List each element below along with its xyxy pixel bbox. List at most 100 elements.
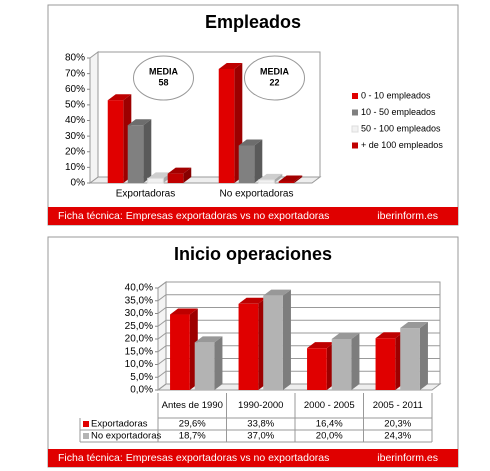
- bar: [400, 328, 420, 390]
- legend-swatch: [83, 433, 89, 439]
- bar-top: [238, 139, 263, 146]
- bar-side: [282, 289, 291, 390]
- legend-label: 10 - 50 empleados: [361, 107, 436, 117]
- bar: [170, 314, 190, 390]
- bar-top: [307, 342, 335, 349]
- legend-swatch: [83, 421, 89, 427]
- bar-side: [214, 336, 223, 390]
- data-label: 20,0%: [316, 431, 343, 442]
- data-label: 20,3%: [384, 419, 411, 430]
- annotation-bubble: [133, 55, 194, 101]
- bar: [375, 338, 396, 390]
- chart-title: Empleados: [205, 12, 301, 32]
- grid-line: [157, 319, 440, 327]
- footer-right: iberinform.es: [377, 452, 438, 464]
- y-tick-label: 30,0%: [125, 308, 153, 319]
- y-tick-label: 20,0%: [125, 334, 153, 345]
- annotation-value: 58: [158, 77, 168, 87]
- data-label: 24,3%: [384, 431, 411, 442]
- bar-top: [263, 289, 291, 296]
- y-tick-label: 25,0%: [125, 321, 153, 332]
- y-tick-label: 40%: [65, 115, 85, 126]
- bar: [107, 100, 124, 183]
- legend-label: 50 - 100 empleados: [361, 123, 441, 133]
- bar-top: [258, 173, 283, 180]
- chart-title: Inicio operaciones: [174, 244, 332, 264]
- bar-side: [183, 167, 192, 183]
- y-tick-label: 30%: [65, 131, 85, 142]
- bar-top: [167, 167, 192, 174]
- annotation-text: MEDIA: [149, 66, 179, 76]
- footer-bar: [48, 207, 458, 225]
- bar: [331, 339, 352, 390]
- bar: [147, 177, 164, 184]
- y-tick-label: 10,0%: [125, 359, 153, 370]
- data-label: 29,6%: [179, 419, 206, 430]
- y-tick-label: 5,0%: [130, 372, 153, 383]
- grid-line: [157, 307, 440, 314]
- bar-side: [254, 139, 263, 183]
- bar-top: [194, 336, 223, 343]
- legend-label: + de 100 empleados: [361, 140, 443, 150]
- bar-top: [127, 119, 152, 126]
- y-tick-label: 80%: [65, 53, 85, 64]
- legend-label: 0 - 10 empleados: [361, 90, 431, 100]
- x-tick-label: No exportadoras: [220, 189, 294, 200]
- bar-side: [419, 322, 428, 390]
- y-tick-label: 0%: [71, 178, 86, 189]
- bar-top: [238, 297, 267, 304]
- bar-top: [147, 172, 172, 179]
- bar-side: [351, 333, 360, 390]
- bar-top: [170, 308, 198, 315]
- bar: [167, 173, 184, 183]
- bar-side: [294, 175, 303, 183]
- bar: [278, 181, 295, 183]
- annotation-text: MEDIA: [260, 66, 290, 76]
- bar: [238, 303, 259, 390]
- legend-label: No exportadoras: [91, 431, 161, 442]
- data-label: 33,8%: [247, 419, 274, 430]
- footer-right: iberinform.es: [377, 210, 438, 222]
- bar: [218, 68, 235, 183]
- legend-swatch: [352, 142, 358, 149]
- x-tick-label: 2005 - 2011: [373, 400, 423, 411]
- legend-swatch: [352, 93, 358, 99]
- footer-bar: [48, 449, 458, 467]
- bar: [194, 342, 215, 390]
- x-tick-label: 2000 - 2005: [304, 400, 355, 411]
- annotation-value: 22: [269, 77, 279, 87]
- legend-label: Exportadoras: [91, 419, 148, 430]
- x-tick-label: Exportadoras: [116, 189, 175, 200]
- legend-swatch: [351, 125, 359, 133]
- annotation-bubble: [244, 55, 305, 101]
- y-tick-label: 60%: [65, 84, 85, 95]
- y-tick-label: 50%: [65, 100, 85, 111]
- bar-side: [143, 119, 152, 183]
- y-tick-label: 70%: [65, 68, 85, 79]
- y-tick-label: 10%: [65, 162, 85, 173]
- data-label: 18,7%: [179, 431, 206, 442]
- bar: [263, 295, 283, 390]
- y-tick-label: 35,0%: [125, 295, 153, 306]
- bar-top: [107, 94, 132, 101]
- y-tick-label: 15,0%: [125, 346, 153, 357]
- y-tick-label: 0,0%: [130, 385, 153, 396]
- bar-top: [331, 333, 360, 339]
- footer-left: Ficha técnica: Empresas exportadoras vs …: [58, 452, 329, 464]
- grid-line: [157, 281, 440, 289]
- bar: [127, 125, 144, 183]
- legend-swatch: [352, 109, 358, 116]
- bar-top: [400, 322, 428, 329]
- bar: [238, 145, 255, 183]
- data-label: 16,4%: [316, 419, 343, 430]
- side-wall: [89, 51, 99, 184]
- bar-top: [218, 62, 243, 69]
- x-tick-label: 1990-2000: [238, 400, 283, 411]
- footer-left: Ficha técnica: Empresas exportadoras vs …: [58, 210, 329, 222]
- y-tick-label: 20%: [65, 146, 85, 157]
- grid-line: [157, 294, 440, 302]
- bar-top: [278, 175, 303, 182]
- bar: [307, 348, 327, 390]
- x-tick-label: Antes de 1990: [162, 400, 223, 411]
